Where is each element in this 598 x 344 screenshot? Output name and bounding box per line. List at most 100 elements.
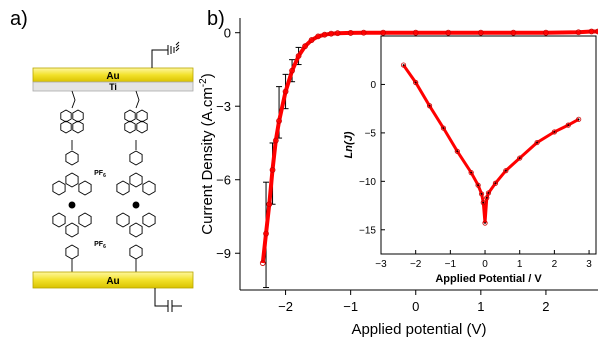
main-data-point <box>543 29 549 36</box>
inset-data-dot <box>477 184 479 187</box>
bottom-electrode-label: Au <box>106 276 119 287</box>
inset-y-tick-label: 0 <box>370 80 376 91</box>
titanium-label: Ti <box>109 82 117 92</box>
naphthalimide-ring-c-left <box>60 120 72 134</box>
main-data-point <box>272 137 279 144</box>
inset-data-point <box>517 155 523 161</box>
phenyl-ring-top-left <box>65 150 79 166</box>
pyridine-ring-4-right <box>116 212 130 228</box>
bottom-gold-electrode <box>32 271 194 289</box>
inset-x-tick-label: 0 <box>482 259 488 270</box>
inset-x-tick-label: 1 <box>517 259 523 270</box>
pyridine-ring-2-right <box>116 180 130 196</box>
main-data-point <box>263 230 269 237</box>
inset-data-dot <box>553 131 556 133</box>
main-y-tick-label: 0 <box>224 26 231 41</box>
inset-x-tick-label: 3 <box>586 259 592 270</box>
phenyl-ring-top-right <box>129 150 143 166</box>
main-data-point <box>412 29 419 36</box>
main-y-tick-label: −9 <box>216 246 231 261</box>
inset-data-point <box>468 170 474 176</box>
main-data-point <box>445 29 452 36</box>
naphthalimide-ring-c-right <box>124 120 136 134</box>
main-x-tick-label: 1 <box>477 299 484 314</box>
inset-frame <box>380 35 597 255</box>
inset-data-point <box>454 148 460 154</box>
counter-ion-top: PF6 <box>94 170 106 179</box>
pyridine-ring-6-left <box>65 222 79 238</box>
inset-y-tick-label: −10 <box>359 177 376 188</box>
pyridine-ring-3-right <box>142 180 156 196</box>
main-data-point <box>276 118 282 124</box>
inset-data-point <box>485 190 492 196</box>
inset-data-point <box>475 182 481 188</box>
main-data-point <box>328 30 335 37</box>
pyridine-ring-2-left <box>52 180 66 196</box>
inset-data-dot <box>428 104 431 107</box>
inset-x-tick-label: −2 <box>410 259 422 270</box>
inset-data-point <box>534 139 540 146</box>
main-data-point <box>282 88 289 95</box>
inset-data-point <box>426 103 433 109</box>
main-data-point <box>360 29 367 36</box>
main-y-tick-label: −3 <box>216 99 231 114</box>
molecular-wires <box>52 90 156 272</box>
main-data-point <box>289 67 295 74</box>
pyridine-ring-5-right <box>142 212 156 228</box>
ground-symbol-bottom <box>154 288 182 312</box>
inset-data-point <box>565 122 571 128</box>
inset-data-dot <box>442 127 445 129</box>
inset-x-tick-label: 2 <box>552 259 558 270</box>
main-y-axis-label: Current Density (A.cm-2) <box>198 73 216 234</box>
inset-data-point <box>484 195 490 201</box>
inset-data-dot <box>504 169 507 172</box>
metal-center-right <box>132 201 140 209</box>
inset-data-dot <box>480 193 483 195</box>
inset-data-dot <box>482 201 485 204</box>
alkyl-chain-right <box>135 90 140 109</box>
main-series-line <box>260 29 598 264</box>
inset-data-point <box>478 191 485 197</box>
main-data-point <box>510 29 517 36</box>
main-x-tick-label: 0 <box>412 299 419 314</box>
alkyl-chain-left <box>71 90 76 109</box>
ground-symbol-top <box>151 41 180 68</box>
inset-data-point <box>576 116 582 122</box>
inset-data-dot <box>485 196 488 199</box>
inset-data-point <box>482 220 488 226</box>
main-data-point <box>308 37 315 43</box>
inset-data-point <box>400 62 407 68</box>
inset-data-point <box>503 168 509 174</box>
pyridine-ring-5-left <box>78 212 92 228</box>
metal-center-left <box>68 201 76 209</box>
main-x-tick-label: −2 <box>278 299 293 314</box>
main-data-point <box>380 29 387 36</box>
main-data-point <box>259 260 266 266</box>
main-data-point <box>321 31 328 38</box>
pyridine-ring-6-right <box>129 222 143 238</box>
inset-x-tick-label: −1 <box>445 259 457 270</box>
titanium-layer <box>32 81 194 92</box>
inset-data-dot <box>456 150 459 153</box>
panel-a-label: a) <box>10 8 28 30</box>
inset-data-point <box>413 79 419 86</box>
pyridine-ring-1-left <box>65 172 79 188</box>
main-data-point <box>269 167 276 173</box>
main-data-point <box>266 201 273 208</box>
inset-data-dot <box>414 81 417 84</box>
main-x-axis-label: Applied potential (V) <box>351 321 486 338</box>
inset-x-axis-label: Applied Potential / V <box>435 273 542 285</box>
inset-data-dot <box>567 124 570 127</box>
inset-y-tick-label: −15 <box>359 225 376 236</box>
panel-b-label: b) <box>207 8 225 30</box>
top-electrode-label: Au <box>106 71 119 82</box>
naphthalimide-ring-d-left <box>72 120 84 134</box>
naphthalimide-ring-a-left <box>60 109 72 123</box>
inset-data-dot <box>518 157 521 159</box>
main-x-tick-label: 2 <box>542 299 549 314</box>
inset-data-point <box>480 200 486 206</box>
